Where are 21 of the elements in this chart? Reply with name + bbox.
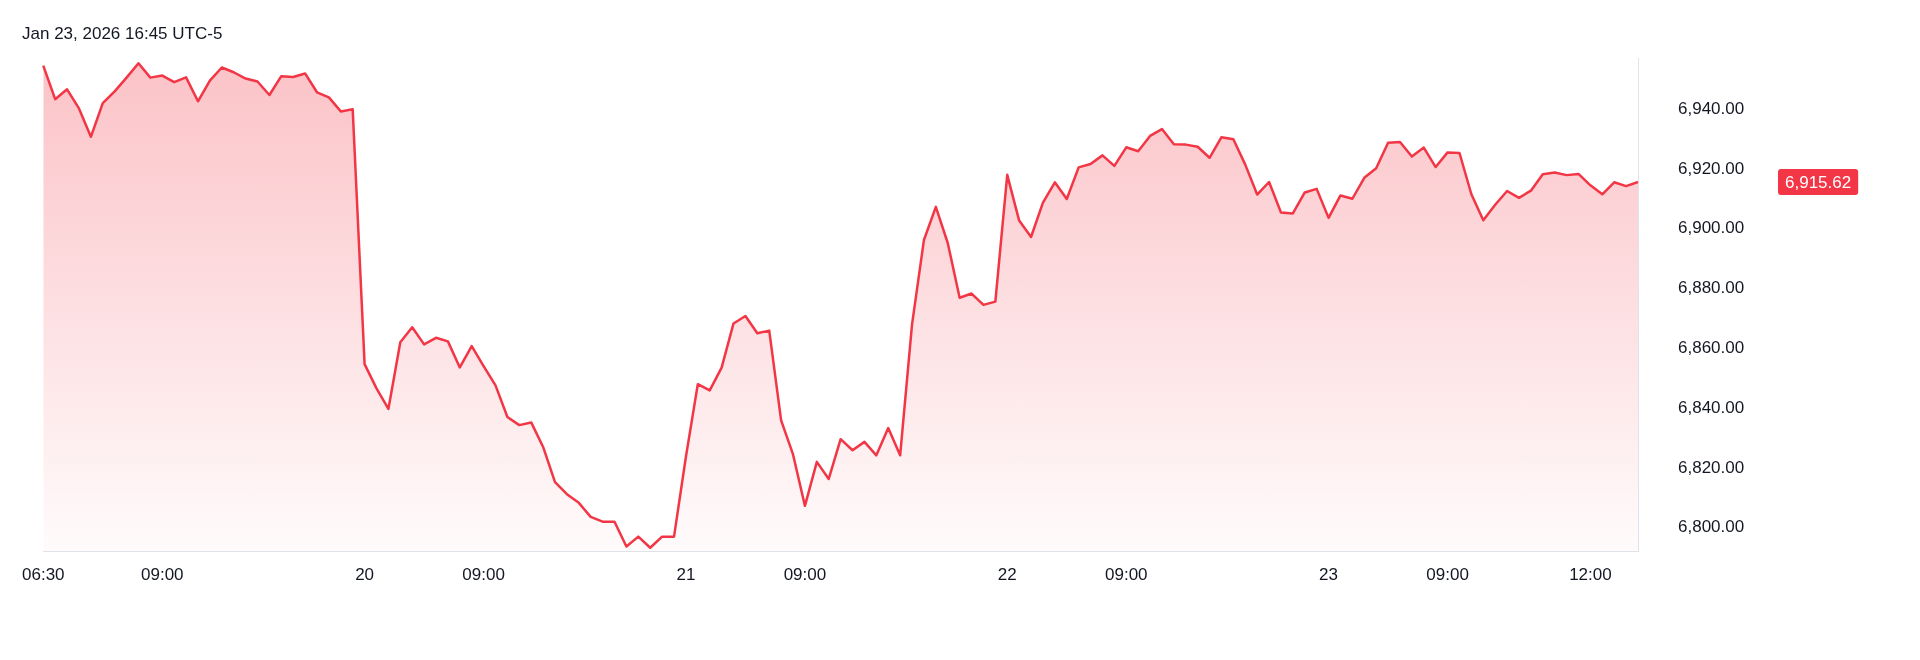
- y-tick-label: 6,880.00: [1678, 278, 1745, 298]
- x-tick-label: 09:00: [1426, 565, 1469, 585]
- x-tick-label: 21: [676, 565, 696, 585]
- text: 6,915.62: [1785, 172, 1852, 192]
- y-tick-label: 6,820.00: [1678, 457, 1745, 477]
- x-tick-label: 12:00: [1569, 565, 1612, 585]
- y-tick-label: 6,920.00: [1678, 158, 1745, 178]
- x-tick-label: 09:00: [141, 565, 184, 585]
- y-tick-label: 6,900.00: [1678, 218, 1745, 238]
- x-tick-label: 22: [997, 565, 1017, 585]
- y-tick-label: 6,840.00: [1678, 397, 1745, 417]
- chart-title: Jan 23, 2026 16:45 UTC-5: [22, 23, 223, 43]
- x-tick-label: 20: [355, 565, 375, 585]
- y-tick-label: 6,940.00: [1678, 98, 1745, 118]
- x-tick-label: 09:00: [783, 565, 827, 585]
- y-tick-label: 6,860.00: [1678, 337, 1745, 357]
- y-tick-label: 6,800.00: [1678, 517, 1745, 537]
- x-tick-label: 09:00: [462, 565, 505, 585]
- x-tick-label: 23: [1319, 565, 1339, 585]
- x-tick-label: 09:00: [1104, 565, 1148, 585]
- x-tick-label: 06:30: [22, 565, 65, 585]
